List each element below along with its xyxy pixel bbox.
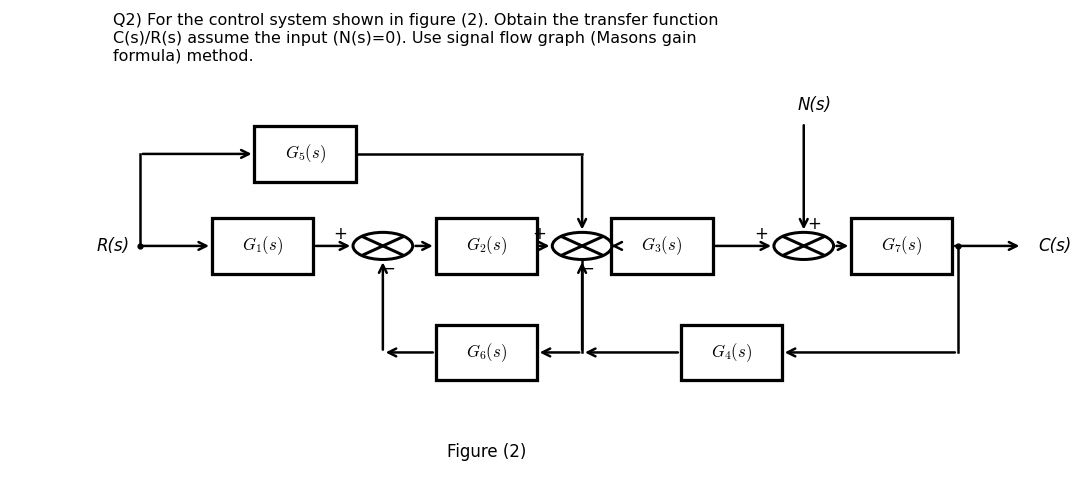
Text: −: − bbox=[381, 259, 395, 277]
Text: R(s): R(s) bbox=[97, 237, 129, 255]
Text: $G_6(s)$: $G_6(s)$ bbox=[466, 341, 507, 364]
Circle shape bbox=[552, 232, 612, 260]
FancyBboxPatch shape bbox=[255, 126, 356, 182]
FancyBboxPatch shape bbox=[851, 218, 953, 274]
Text: $G_1(s)$: $G_1(s)$ bbox=[242, 235, 283, 257]
FancyBboxPatch shape bbox=[681, 325, 782, 380]
Text: N(s): N(s) bbox=[797, 96, 832, 114]
Text: C(s): C(s) bbox=[1038, 237, 1071, 255]
Text: $G_3(s)$: $G_3(s)$ bbox=[641, 235, 683, 257]
FancyBboxPatch shape bbox=[436, 218, 537, 274]
Circle shape bbox=[353, 232, 412, 260]
Circle shape bbox=[774, 232, 834, 260]
Text: +: + bbox=[533, 225, 546, 243]
Text: +: + bbox=[333, 225, 347, 243]
Text: Q2) For the control system shown in figure (2). Obtain the transfer function
C(s: Q2) For the control system shown in figu… bbox=[113, 14, 719, 63]
FancyBboxPatch shape bbox=[436, 325, 537, 380]
Text: $G_4(s)$: $G_4(s)$ bbox=[711, 341, 752, 364]
Text: $G_5(s)$: $G_5(s)$ bbox=[285, 143, 326, 165]
Text: +: + bbox=[807, 215, 821, 233]
Text: −: − bbox=[581, 259, 595, 277]
Text: +: + bbox=[754, 225, 768, 243]
Text: $G_7(s)$: $G_7(s)$ bbox=[882, 235, 923, 257]
FancyBboxPatch shape bbox=[211, 218, 313, 274]
Text: $G_2(s)$: $G_2(s)$ bbox=[466, 235, 507, 257]
FancyBboxPatch shape bbox=[612, 218, 712, 274]
Text: Figure (2): Figure (2) bbox=[447, 443, 525, 461]
